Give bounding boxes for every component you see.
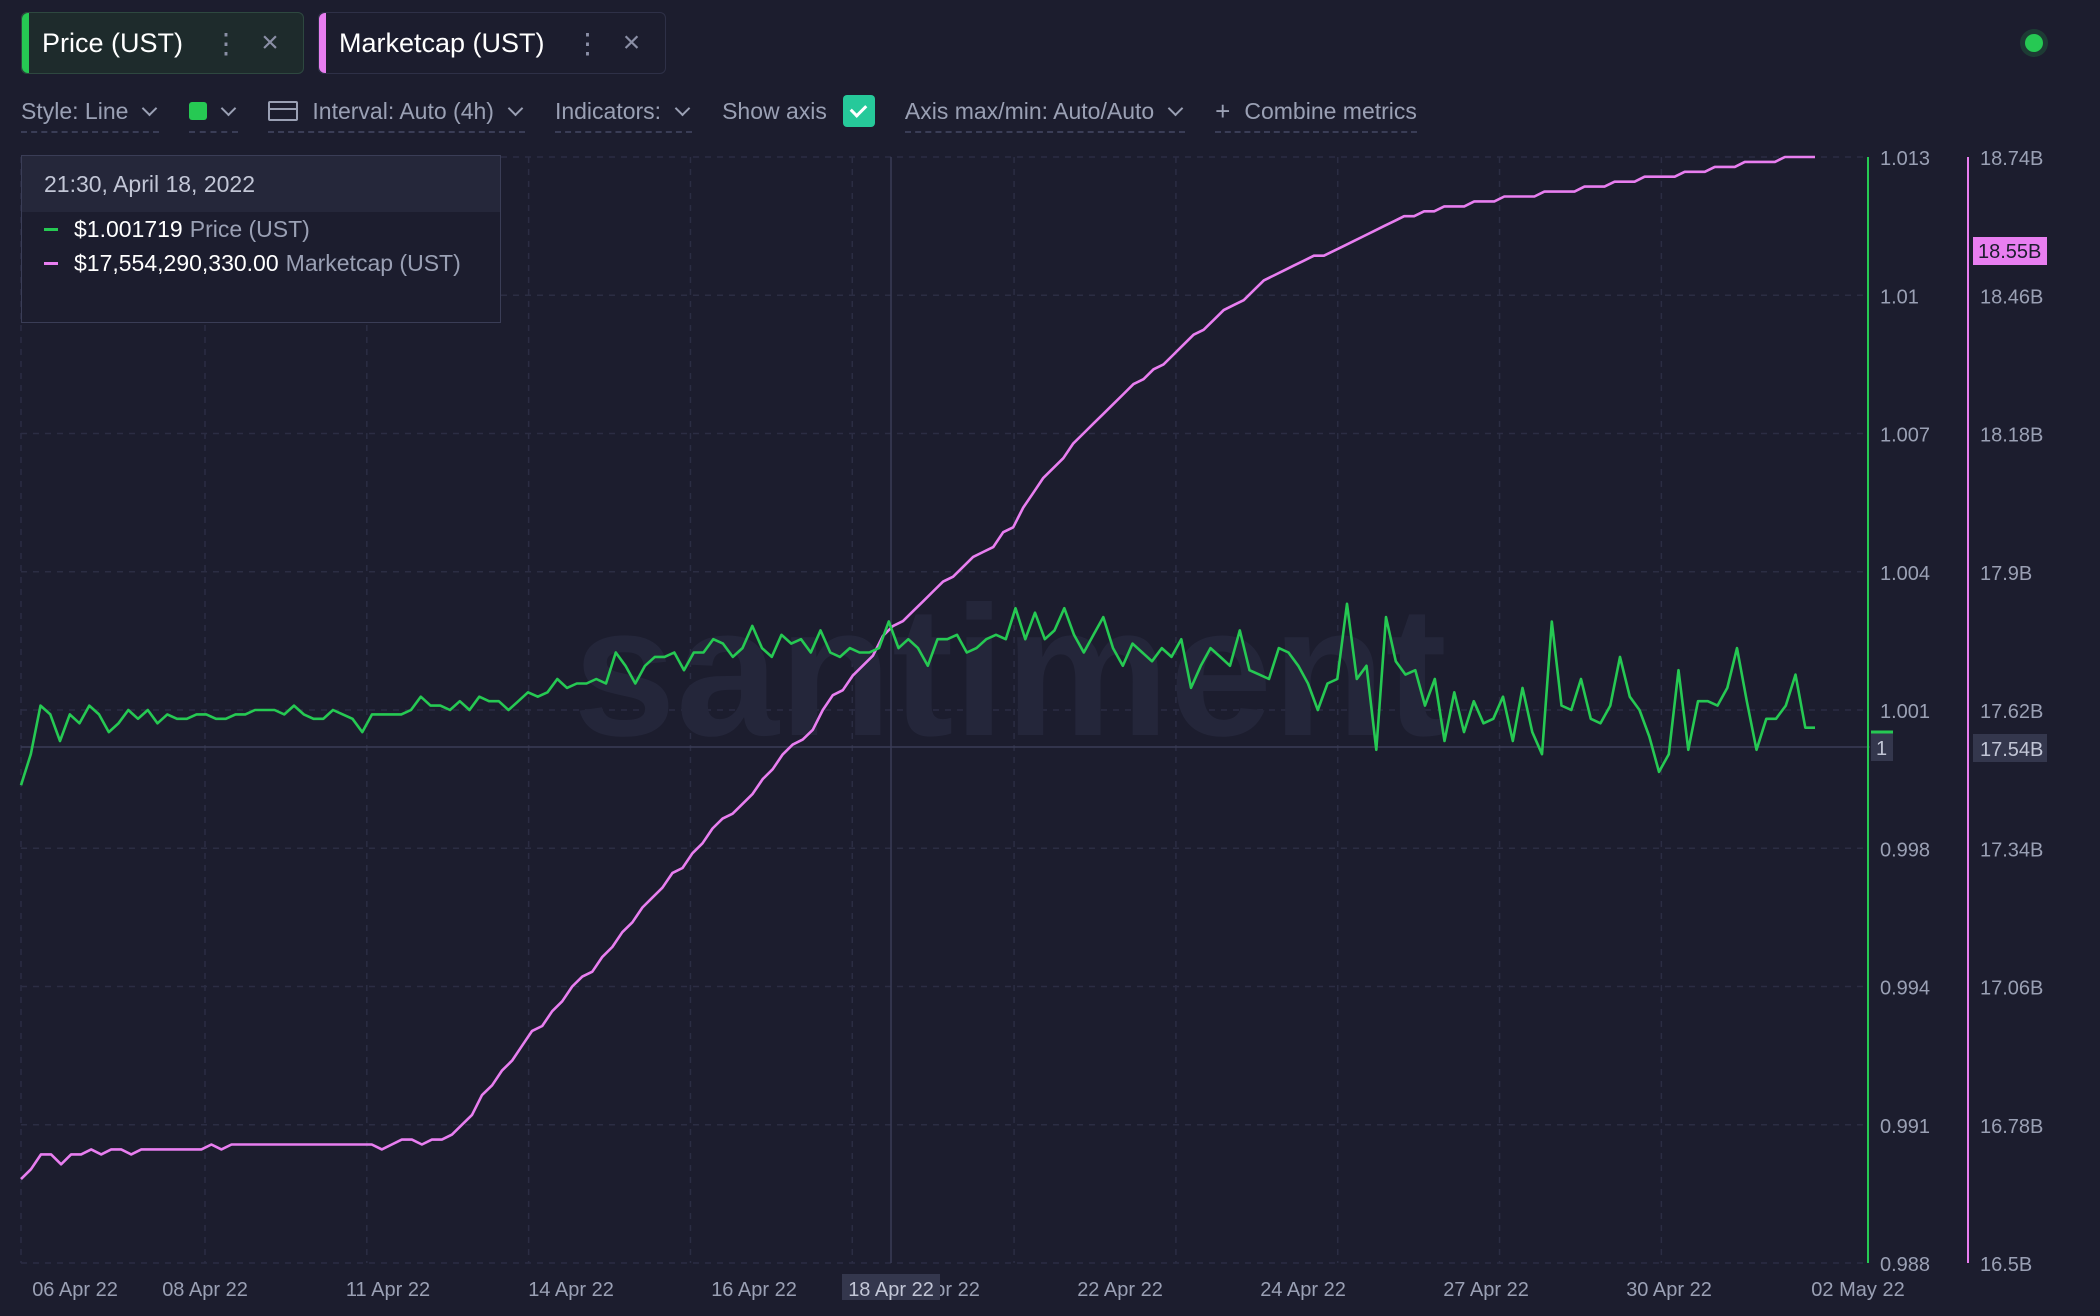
show-axis-checkbox[interactable] <box>842 95 875 127</box>
x-axis-tick-label: 16 Apr 22 <box>711 1279 797 1301</box>
x-axis: 06 Apr 22 08 Apr 22 11 Apr 22 14 Apr 22 16 A… <box>32 1274 1905 1301</box>
price-axis-tick-label: 0.988 <box>1880 1254 1930 1276</box>
price-axis-tick-label: 1.001 <box>1880 701 1930 723</box>
x-hover-badge <box>842 1274 940 1300</box>
tab-price-accent <box>22 13 29 73</box>
marketcap-axis-tick-label: 18.18B <box>1980 425 2043 447</box>
x-axis-tick-label: 08 Apr 22 <box>162 1279 248 1301</box>
x-axis-tick-label: 22 Apr 22 <box>1077 1279 1163 1301</box>
x-axis-tick-label: 06 Apr 22 <box>32 1279 118 1301</box>
plus-icon: + <box>1215 95 1231 126</box>
interval-dropdown[interactable]: Interval: Auto (4h) <box>268 91 525 133</box>
marketcap-axis-tick-label: 16.78B <box>1980 1116 2043 1138</box>
tab-marketcap-label: Marketcap (UST) <box>339 27 545 58</box>
x-axis-tick-label: 11 Apr 22 <box>346 1279 430 1301</box>
tooltip-marketcap-marker <box>44 261 58 265</box>
show-axis-toggle[interactable]: Show axis <box>722 91 875 133</box>
tab-price[interactable]: Price (UST) ⋮ × <box>21 12 304 74</box>
tooltip-price-marker <box>44 227 58 231</box>
price-axis-tick-label: 0.994 <box>1880 978 1930 1000</box>
style-dropdown[interactable]: Style: Line <box>21 91 160 133</box>
tab-price-close-icon[interactable]: × <box>261 26 279 59</box>
tab-marketcap-accent <box>319 13 326 73</box>
price-current-label: 1 <box>1876 738 1887 760</box>
x-axis-tick-label: 02 May 22 <box>1811 1279 1904 1301</box>
marketcap-current-badge <box>1973 237 2047 265</box>
tab-price-more-icon[interactable]: ⋮ <box>212 27 240 59</box>
marketcap-axis-tick-label: 17.06B <box>1980 978 2043 1000</box>
metric-tabs: Price (UST) ⋮ × Marketcap (UST) ⋮ × <box>21 12 666 74</box>
series-line-price-ust- <box>19 602 1815 786</box>
indicators-dropdown[interactable]: Indicators: <box>554 91 693 133</box>
indicators-label: Indicators: <box>554 97 662 124</box>
tab-marketcap[interactable]: Marketcap (UST) ⋮ × <box>318 12 666 74</box>
tooltip-marketcap-name: Marketcap (UST) <box>285 249 461 276</box>
tooltip-price-name: Price (UST) <box>189 215 310 242</box>
x-hover-label: 18 Apr 22 <box>848 1279 934 1301</box>
price-axis-tick-label: 1.01 <box>1880 286 1919 308</box>
tab-marketcap-more-icon[interactable]: ⋮ <box>573 27 602 59</box>
marketcap-axis-tick-label: 17.34B <box>1980 839 2043 861</box>
tooltip-row-marketcap: $17,554,290,330.00 Marketcap (UST) <box>22 246 500 280</box>
series-lines <box>19 155 1815 1181</box>
marketcap-axis-tick-label: 16.5B <box>1980 1254 2032 1276</box>
axis-maxmin-dropdown[interactable]: Axis max/min: Auto/Auto <box>904 91 1186 133</box>
marketcap-axis-tick-label: 18.74B <box>1980 148 2043 170</box>
color-swatch <box>189 102 208 120</box>
marketcap-axis-tick-label: 18.46B <box>1980 286 2043 308</box>
axes: 1.013 1.01 1.007 1.004 1.001 0.998 0.994 0.991 0… <box>1867 148 2047 1276</box>
tooltip-row-price: $1.001719 Price (UST) <box>22 212 500 246</box>
price-hover-badge <box>1871 731 1893 761</box>
show-axis-label: Show axis <box>722 97 827 124</box>
chart-toolbar: Style: Line Interval: Auto (4h) Indicato… <box>21 91 1447 133</box>
marketcap-hover-badge <box>1973 734 2047 762</box>
marketcap-current-label: 18.55B <box>1978 241 2041 263</box>
marketcap-axis-tick-label: 17.9B <box>1980 563 2032 585</box>
price-axis-tick-label: 1.007 <box>1880 425 1930 447</box>
combine-metrics-label: Combine metrics <box>1244 97 1417 124</box>
price-axis-tick-label: 0.991 <box>1880 1116 1930 1138</box>
price-axis-tick-label: 1.013 <box>1880 148 1930 170</box>
style-dropdown-label: Style: Line <box>21 97 129 124</box>
calendar-icon <box>268 101 299 121</box>
x-axis-tick-label: 30 Apr 22 <box>1626 1279 1712 1301</box>
x-axis-tick-label: 14 Apr 22 <box>528 1279 614 1301</box>
grid-lines <box>20 156 1868 1264</box>
tab-marketcap-close-icon[interactable]: × <box>622 26 641 59</box>
x-axis-tick-label: 24 Apr 22 <box>1260 1279 1346 1301</box>
axis-maxmin-label: Axis max/min: Auto/Auto <box>904 97 1155 124</box>
tooltip-datetime: 21:30, April 18, 2022 <box>22 156 500 212</box>
price-axis-tick-label: 0.998 <box>1880 839 1930 861</box>
marketcap-hover-label: 17.54B <box>1980 739 2043 761</box>
tooltip-price-value: $1.001719 <box>74 215 183 242</box>
tooltip-marketcap-value: $17,554,290,330.00 <box>74 249 279 276</box>
interval-dropdown-label: Interval: Auto (4h) <box>312 97 494 124</box>
series-line-marketcap-ust- <box>20 155 1815 1181</box>
watermark: santiment <box>573 569 1447 775</box>
tab-price-label: Price (UST) <box>42 27 183 58</box>
combine-metrics-button[interactable]: + Combine metrics <box>1215 91 1417 133</box>
hover-tooltip: 21:30, April 18, 2022 $1.001719 Price (U… <box>21 155 501 323</box>
x-axis-tick-label: 27 Apr 22 <box>1443 1279 1529 1301</box>
live-status-icon <box>2025 34 2043 52</box>
color-picker[interactable] <box>189 91 239 133</box>
price-axis-tick-label: 1.004 <box>1880 563 1930 585</box>
marketcap-axis-tick-label: 17.62B <box>1980 701 2043 723</box>
